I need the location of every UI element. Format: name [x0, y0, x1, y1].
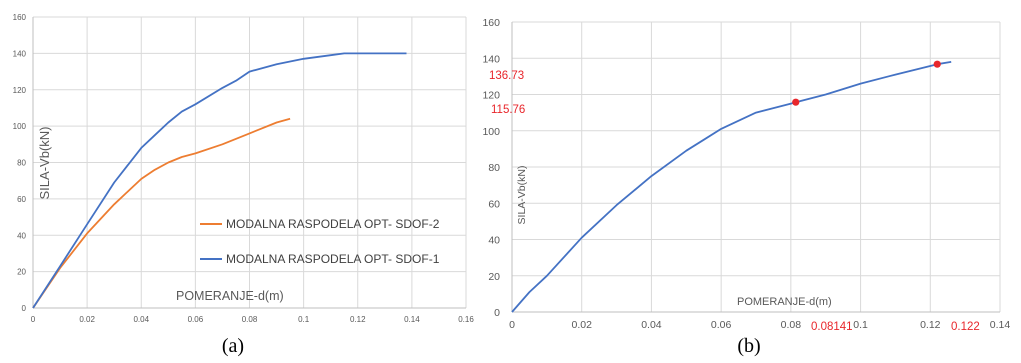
y-tick-label: 20 — [488, 271, 500, 283]
series-line-1 — [511, 61, 952, 313]
y-tick-label: 0 — [22, 304, 27, 313]
legend-entry-sdof-2: MODALNA RASPODELA OPT- SDOF-2 — [200, 217, 440, 231]
chart-b: 0 0.02 0.04 0.06 0.08 0.1 0.12 0.14 0 20 40 60 80 10… — [482, 17, 1010, 357]
chart-b-caption: (b) — [737, 335, 760, 357]
chart-b-gridlines — [511, 21, 1001, 313]
y-tick-label: 120 — [482, 90, 500, 102]
y-tick-label: 0 — [494, 307, 500, 319]
y-tick-label: 80 — [488, 162, 500, 174]
x-tick-label: 0 — [509, 319, 515, 331]
annotation-y-115-76: 115.76 — [491, 104, 525, 116]
x-tick-label: 0.14 — [990, 319, 1011, 331]
x-tick-label: 0.1 — [853, 319, 868, 331]
y-tick-label: 140 — [13, 49, 27, 58]
y-tick-label: 60 — [17, 195, 26, 204]
x-tick-label: 0 — [31, 315, 36, 324]
chart-b-series — [511, 61, 952, 313]
y-tick-label: 20 — [17, 268, 26, 277]
highlight-point-marker — [933, 60, 941, 68]
x-tick-label: 0.02 — [79, 315, 95, 324]
y-tick-label: 140 — [482, 53, 500, 65]
x-tick-label: 0.04 — [641, 319, 662, 331]
chart-b-markers — [792, 60, 941, 106]
x-tick-label: 0.06 — [188, 315, 204, 324]
chart-a-series — [32, 52, 407, 309]
series-line-2 — [32, 52, 407, 309]
y-tick-label: 60 — [488, 198, 500, 210]
x-tick-label: 0.08 — [242, 315, 258, 324]
x-tick-label: 0.1 — [298, 315, 310, 324]
y-tick-label: 100 — [482, 126, 500, 138]
y-tick-label: 100 — [13, 122, 27, 131]
chart-b-x-axis-label: POMERANJE-d(m) — [737, 296, 832, 308]
y-tick-label: 80 — [17, 159, 26, 168]
highlight-point-marker — [792, 98, 800, 106]
series-line-1 — [32, 117, 291, 309]
chart-b-y-axis-label: SILA-Vb(kN) — [516, 166, 528, 225]
chart-a: 0 0.02 0.04 0.06 0.08 0.1 0.12 0.14 0.16 0 20 40 60… — [13, 13, 475, 357]
chart-a-caption: (a) — [222, 335, 244, 357]
chart-a-x-tick-labels: 0 0.02 0.04 0.06 0.08 0.1 0.12 0.14 0.16 — [31, 315, 475, 324]
chart-a-y-tick-labels: 0 20 40 60 80 100 120 140 160 — [13, 13, 27, 313]
x-tick-label: 0.16 — [458, 315, 474, 324]
x-tick-label: 0.06 — [711, 319, 732, 331]
legend-label-sdof-2: MODALNA RASPODELA OPT- SDOF-2 — [226, 217, 440, 231]
x-tick-label: 0.04 — [133, 315, 149, 324]
chart-a-y-axis-label: SILA-Vb(kN) — [37, 127, 52, 200]
y-tick-label: 160 — [482, 17, 500, 29]
chart-b-y-tick-labels: 0 20 40 60 80 100 120 140 160 — [482, 17, 500, 319]
x-tick-label: 0.12 — [920, 319, 941, 331]
annotation-y-136-73: 136.73 — [489, 70, 524, 82]
annotation-x-0-08141: 0.08141 — [811, 321, 853, 333]
chart-b-x-tick-labels: 0 0.02 0.04 0.06 0.08 0.1 0.12 0.14 — [509, 319, 1010, 331]
legend-entry-sdof-1: MODALNA RASPODELA OPT- SDOF-1 — [200, 252, 440, 266]
y-tick-label: 40 — [488, 235, 500, 247]
y-tick-label: 120 — [13, 86, 27, 95]
x-tick-label: 0.12 — [350, 315, 366, 324]
x-tick-label: 0.02 — [571, 319, 592, 331]
annotation-x-0-122: 0.122 — [951, 321, 980, 333]
x-tick-label: 0.08 — [781, 319, 802, 331]
x-tick-label: 0.14 — [404, 315, 420, 324]
y-tick-label: 40 — [17, 231, 26, 240]
y-tick-label: 160 — [13, 13, 27, 22]
chart-a-x-axis-label: POMERANJE-d(m) — [176, 289, 284, 303]
chart-a-legend: MODALNA RASPODELA OPT- SDOF-2 MODALNA RA… — [200, 217, 440, 266]
chart-a-gridlines — [32, 16, 467, 309]
legend-label-sdof-1: MODALNA RASPODELA OPT- SDOF-1 — [226, 252, 440, 266]
